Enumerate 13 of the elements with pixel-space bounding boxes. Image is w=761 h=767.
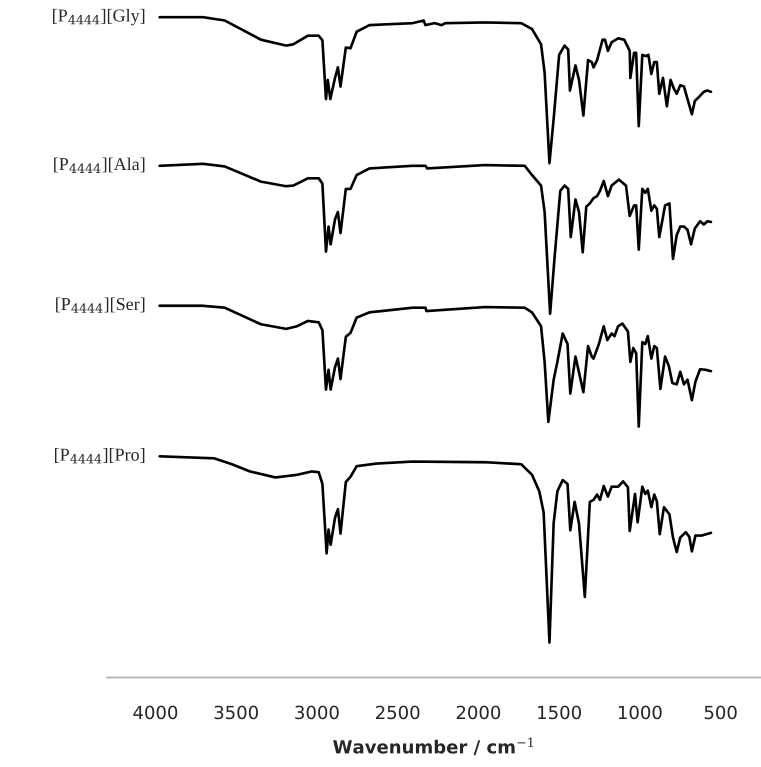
x-tick-label: 1000: [618, 706, 662, 720]
x-axis-title: Wavenumber / cm$^{−1}$: [333, 737, 534, 756]
series-label: [P$_{4444}$][Pro]: [55, 448, 144, 464]
x-tick-label: 2500: [376, 706, 420, 720]
x-tick-label: 1500: [538, 706, 581, 720]
series-label: [P$_{4444}$][Ser]: [56, 297, 144, 313]
x-tick-label: 500: [704, 706, 737, 720]
x-tick-label: 2000: [456, 706, 500, 720]
series-label: [P$_{4444}$][Ala]: [54, 157, 144, 173]
x-tick-label: 4000: [133, 706, 178, 720]
x-tick-label: 3500: [214, 706, 258, 720]
series-label: [P$_{4444}$][Gly]: [53, 8, 144, 26]
x-tick-label: 3000: [295, 706, 339, 720]
